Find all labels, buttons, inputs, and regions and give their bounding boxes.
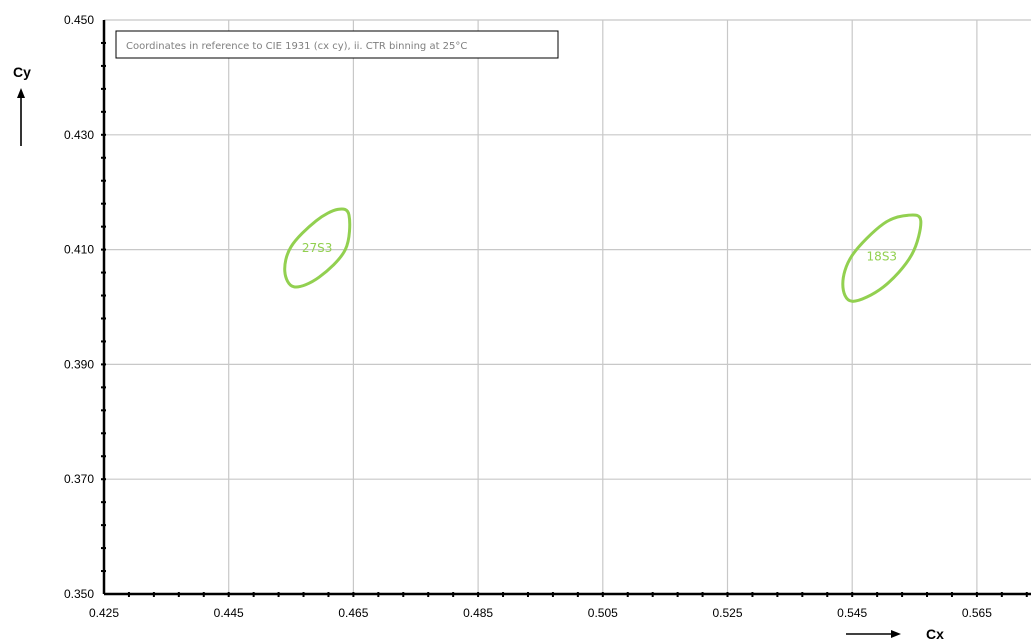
x-tick-label: 0.545 <box>837 606 867 620</box>
x-axis-arrowhead-icon <box>891 630 901 638</box>
axes-layer <box>102 20 1031 596</box>
y-axis-title-group: Cy <box>13 64 31 146</box>
x-tick-label: 0.525 <box>712 606 742 620</box>
bin-label-27S3: 27S3 <box>302 241 333 255</box>
y-tick-label: 0.410 <box>64 243 94 257</box>
y-axis-arrowhead-icon <box>17 88 25 98</box>
x-tick-label: 0.485 <box>463 606 493 620</box>
minor-ticks-layer <box>101 41 1028 597</box>
y-axis-title: Cy <box>13 64 31 80</box>
y-tick-label: 0.350 <box>64 587 94 601</box>
y-tick-label: 0.370 <box>64 472 94 486</box>
bin-label-18S3: 18S3 <box>867 249 898 263</box>
bin-outline-18S3 <box>841 213 923 303</box>
x-axis-title: Cx <box>926 626 944 642</box>
annotation-border <box>115 30 559 59</box>
bins-layer: 27S3 18S3 <box>283 207 923 303</box>
x-tick-label: 0.445 <box>214 606 244 620</box>
bin-outline-27S3 <box>283 207 352 289</box>
x-axis-title-group: Cx <box>846 626 944 642</box>
y-tick-label: 0.450 <box>64 13 94 27</box>
x-tick-label: 0.505 <box>588 606 618 620</box>
x-tick-label: 0.465 <box>338 606 368 620</box>
x-tick-label: 0.425 <box>89 606 119 620</box>
grid-layer <box>104 19 1031 594</box>
annotation-box: Coordinates in reference to CIE 1931 (cx… <box>115 30 559 59</box>
tick-labels-layer: 0.425 0.445 0.465 0.485 0.505 0.525 0.545 0.565… <box>64 13 992 620</box>
y-tick-label: 0.430 <box>64 128 94 142</box>
x-tick-label: 0.565 <box>962 606 992 620</box>
y-tick-label: 0.390 <box>64 357 94 371</box>
annotation-text: Coordinates in reference to CIE 1931 (cx… <box>126 41 467 52</box>
